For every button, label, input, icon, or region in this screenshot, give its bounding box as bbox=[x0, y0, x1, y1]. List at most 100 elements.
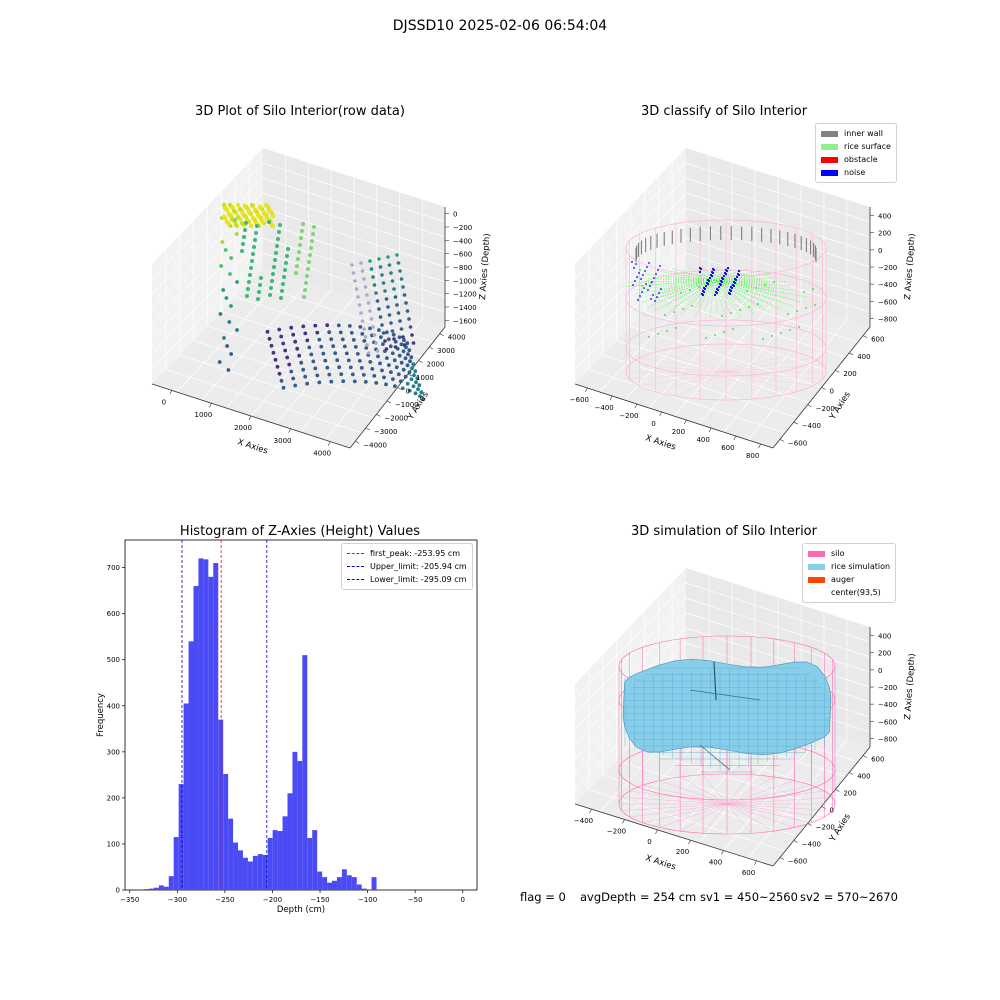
noise-point bbox=[729, 289, 733, 293]
data-point bbox=[395, 303, 399, 307]
data-point bbox=[281, 341, 286, 346]
data-point bbox=[361, 373, 366, 377]
rice-surface-point bbox=[755, 287, 757, 289]
noise-point bbox=[658, 292, 660, 294]
footer-sv1: sv1 = 450~2560 bbox=[700, 890, 798, 904]
data-point bbox=[347, 324, 352, 328]
histogram-bar bbox=[336, 877, 342, 890]
data-point bbox=[340, 337, 345, 342]
rice-surface-point bbox=[762, 338, 764, 340]
data-point bbox=[408, 359, 412, 364]
x-tick-label: −200 bbox=[607, 828, 626, 836]
data-point bbox=[303, 374, 308, 379]
rice-surface-point bbox=[713, 279, 807, 298]
rice-surface-point bbox=[713, 271, 724, 281]
data-point bbox=[248, 273, 252, 277]
rice-surface-point bbox=[787, 313, 789, 315]
silo-floor-spoke bbox=[726, 797, 833, 805]
data-point bbox=[248, 223, 254, 229]
data-point bbox=[237, 206, 243, 212]
data-point bbox=[275, 244, 279, 248]
histogram-bar bbox=[188, 641, 194, 890]
data-point bbox=[401, 335, 405, 339]
x-tick-label: 400 bbox=[696, 436, 709, 444]
data-point bbox=[311, 232, 315, 236]
data-point bbox=[411, 362, 416, 367]
data-point bbox=[293, 383, 298, 388]
silo-floor-spoke bbox=[726, 803, 752, 834]
rice-surface-point bbox=[702, 265, 715, 281]
x-tick-label: 1000 bbox=[194, 411, 212, 419]
histogram-bar bbox=[292, 751, 298, 890]
data-point bbox=[329, 337, 334, 342]
grid-line bbox=[151, 177, 264, 295]
x-tick bbox=[327, 441, 331, 446]
rice-surface-point bbox=[668, 279, 715, 314]
silo-floor-spoke bbox=[726, 803, 812, 823]
data-point bbox=[265, 329, 270, 334]
data-point bbox=[250, 259, 254, 263]
data-point bbox=[365, 343, 369, 347]
histogram-bar bbox=[153, 887, 159, 890]
rice-surface-point bbox=[713, 279, 765, 309]
z-tick-label: −200 bbox=[878, 264, 897, 272]
data-point bbox=[225, 344, 230, 348]
noise-point bbox=[715, 291, 719, 295]
data-point bbox=[252, 245, 256, 249]
grid-line bbox=[685, 582, 871, 643]
z-tick-label: 0 bbox=[878, 667, 882, 675]
data-point bbox=[381, 342, 385, 346]
rice-surface-point bbox=[713, 277, 780, 281]
noise-point bbox=[734, 278, 738, 282]
rice-surface-point bbox=[746, 290, 748, 292]
y-tick-label: 100 bbox=[107, 840, 120, 848]
data-point bbox=[255, 212, 261, 218]
data-point bbox=[368, 259, 372, 263]
data-point bbox=[384, 297, 389, 301]
rice-surface-point bbox=[665, 279, 715, 305]
y-tick-label: 600 bbox=[107, 610, 120, 618]
y-tick-label: −2000 bbox=[384, 414, 408, 422]
grid-line bbox=[574, 192, 687, 310]
data-point bbox=[239, 220, 245, 226]
data-point bbox=[389, 321, 393, 325]
data-point bbox=[228, 272, 232, 276]
histogram-bar bbox=[163, 886, 169, 890]
data-point bbox=[285, 355, 290, 360]
data-point bbox=[409, 355, 414, 360]
rice-surface-point bbox=[713, 273, 771, 281]
data-point bbox=[385, 356, 389, 360]
histogram-title: Histogram of Z-Axies (Height) Values bbox=[179, 524, 421, 539]
y-tick bbox=[835, 369, 840, 373]
data-point bbox=[376, 354, 380, 359]
data-point bbox=[387, 313, 392, 317]
x-tick-label: 800 bbox=[746, 452, 759, 460]
data-point bbox=[337, 365, 342, 370]
panel2-silo-wireframe bbox=[625, 219, 827, 401]
data-point bbox=[305, 381, 310, 386]
y-tick bbox=[807, 404, 812, 408]
data-point bbox=[407, 388, 412, 393]
data-point bbox=[397, 335, 402, 340]
data-point bbox=[384, 330, 389, 335]
silo-floor-spoke bbox=[726, 803, 833, 811]
data-point bbox=[378, 265, 383, 269]
legend-label: auger bbox=[831, 575, 855, 584]
silo-floor-spoke bbox=[726, 780, 795, 805]
noise-point bbox=[728, 292, 732, 296]
data-point bbox=[245, 294, 249, 298]
data-point bbox=[325, 365, 330, 370]
data-point bbox=[368, 326, 372, 331]
data-point bbox=[381, 331, 386, 335]
silo-floor-spoke bbox=[725, 371, 823, 380]
histogram-bar bbox=[242, 857, 248, 890]
data-point bbox=[374, 291, 378, 295]
data-point bbox=[271, 350, 276, 355]
legend-swatch bbox=[808, 576, 825, 583]
x-tick bbox=[684, 419, 687, 425]
rice-surface-point bbox=[663, 275, 715, 281]
data-point bbox=[291, 332, 296, 337]
data-point bbox=[253, 238, 257, 242]
